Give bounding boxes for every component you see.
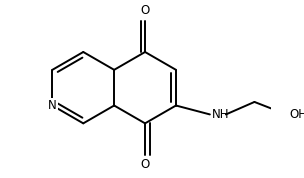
Text: OH: OH [289, 108, 304, 121]
Text: O: O [140, 158, 150, 171]
Text: N: N [48, 99, 57, 112]
Text: O: O [140, 4, 150, 17]
Text: NH: NH [212, 108, 229, 121]
